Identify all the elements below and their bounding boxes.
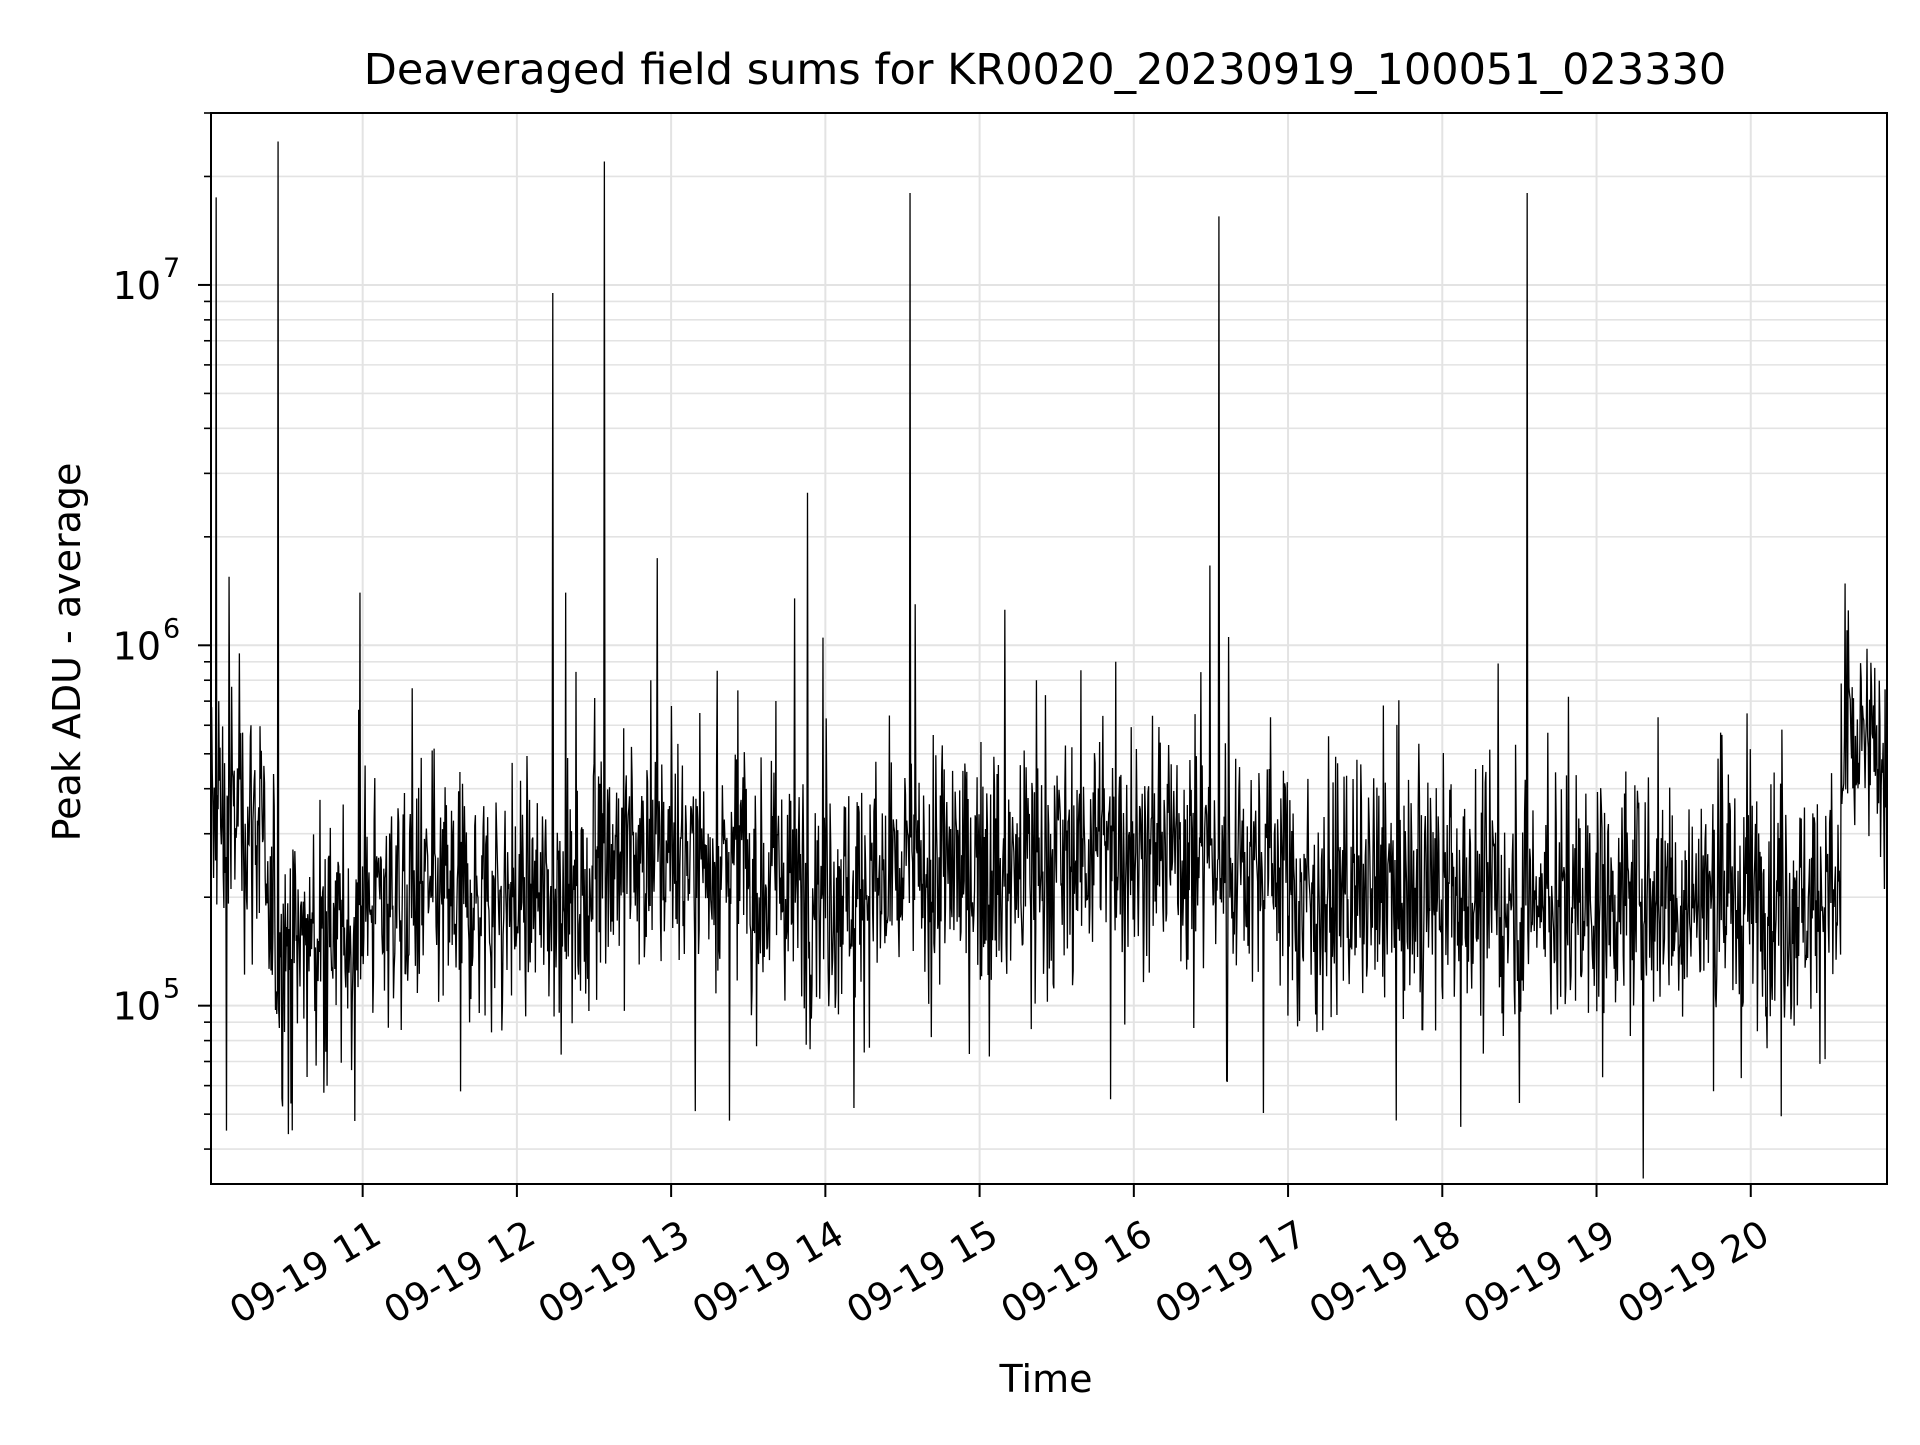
- y-axis-label: Peak ADU - average: [45, 463, 89, 842]
- y-tick-label: 10 5: [113, 974, 181, 1029]
- y-tick-base: 10: [113, 985, 161, 1029]
- y-tick-label: 10 6: [113, 613, 181, 668]
- series-line: [210, 141, 1888, 1179]
- y-tick-base: 10: [113, 624, 161, 668]
- x-axis-label: Time: [999, 1357, 1093, 1401]
- chart-title: Deaveraged field sums for KR0020_2023091…: [364, 45, 1727, 95]
- y-tick-exponent: 6: [163, 613, 180, 644]
- y-tick-exponent: 7: [163, 253, 180, 284]
- y-tick-exponent: 5: [163, 974, 180, 1005]
- y-tick-label: 10 7: [113, 253, 181, 308]
- y-tick-base: 10: [113, 264, 161, 308]
- plot-frame: [210, 112, 1888, 1185]
- series-group: [210, 141, 1888, 1179]
